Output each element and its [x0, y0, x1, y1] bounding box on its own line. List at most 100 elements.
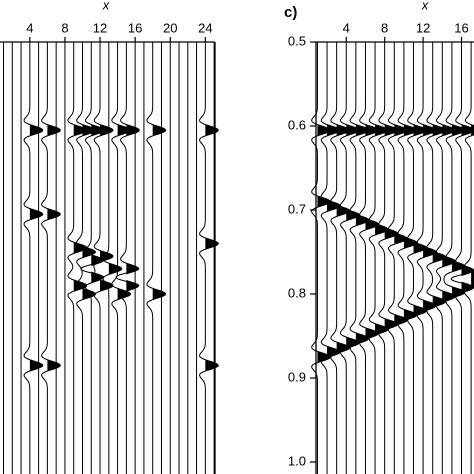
wiggle-peak: [451, 260, 465, 272]
wiggle-peak: [403, 237, 417, 249]
wiggle-peak: [126, 124, 140, 136]
wiggle-peak: [365, 124, 379, 136]
wiggle-peak: [82, 246, 96, 258]
trace: [450, 42, 474, 474]
trace: [67, 42, 88, 474]
trace: [115, 42, 140, 474]
wiggle-peak: [413, 305, 427, 317]
wiggle-peak: [317, 124, 331, 136]
trace: [199, 42, 219, 474]
wiggle-peak: [117, 288, 131, 300]
wiggle-peak: [152, 124, 166, 136]
trace: [368, 42, 389, 474]
wiggle-peak: [442, 124, 456, 136]
wiggle-peak: [336, 342, 350, 354]
wiggle-peak: [336, 124, 350, 136]
trace: [320, 42, 341, 474]
trace: [311, 42, 332, 474]
x-tick-label: 16: [454, 20, 468, 35]
wiggle-peak: [423, 124, 437, 136]
wiggle-peak: [327, 124, 341, 136]
wiggle-peak: [327, 346, 341, 358]
x-tick-label: 8: [381, 20, 388, 35]
wiggle-peak: [471, 277, 474, 289]
wiggle-peak: [384, 227, 398, 240]
wiggle-peak: [117, 124, 131, 136]
wiggle-peak: [82, 124, 96, 136]
wiggle-peak: [365, 218, 379, 230]
wiggle-peak: [73, 279, 87, 292]
wiggle-peak: [100, 250, 114, 262]
wiggle-peak: [108, 263, 122, 275]
wiggle-peak: [403, 124, 417, 136]
panel-label: c): [284, 4, 297, 21]
x-tick-label: 4: [26, 20, 33, 35]
wiggle-peak: [375, 323, 389, 335]
wiggle-peak: [346, 124, 360, 136]
wiggle-peak: [47, 359, 61, 372]
trace: [93, 42, 114, 474]
wiggle-peak: [413, 124, 427, 136]
wiggle-peak: [442, 255, 456, 267]
wiggle-peak: [73, 124, 87, 136]
wiggle-peak: [451, 124, 465, 136]
wiggle-peak: [355, 124, 369, 136]
trace: [407, 42, 428, 474]
wiggle-peak: [394, 314, 408, 326]
trace: [146, 42, 167, 474]
trace: [349, 42, 370, 474]
wiggle-peak: [384, 318, 398, 330]
wiggle-peak: [403, 309, 417, 321]
wiggle-peak: [47, 124, 61, 136]
x-tick-label: 4: [343, 20, 350, 35]
wiggle-peak: [152, 288, 166, 300]
wiggle-peak: [29, 208, 43, 220]
y-tick-label: 0.8: [288, 285, 306, 300]
wiggle-peak: [100, 279, 114, 292]
x-tick-label: 20: [163, 20, 177, 35]
wiggle-peak: [442, 290, 456, 303]
trace: [76, 42, 97, 474]
wiggle-peak: [29, 359, 43, 372]
wiggle-peak: [375, 223, 389, 235]
wiggle-peak: [423, 246, 437, 258]
wiggle-peak: [423, 300, 437, 312]
wiggle-peak: [205, 237, 219, 250]
wiggle-peak: [317, 195, 331, 208]
wiggle-peak: [91, 254, 105, 267]
wiggle-peak: [432, 295, 446, 308]
x-tick-label: 16: [128, 20, 142, 35]
x-axis-label: x: [421, 0, 429, 12]
wiggle-peak: [205, 124, 219, 136]
wiggle-peak: [82, 288, 96, 300]
wiggle-peak: [346, 337, 360, 349]
wiggle-peak: [126, 263, 140, 275]
trace: [23, 42, 44, 474]
wiggle-peak: [432, 124, 446, 136]
x-tick-label: 12: [93, 20, 107, 35]
trace: [387, 42, 408, 474]
wiggle-peak: [126, 279, 140, 292]
wiggle-peak: [432, 251, 446, 263]
y-tick-label: 1.0: [288, 453, 306, 468]
x-tick-label: 8: [61, 20, 68, 35]
wiggle-peak: [73, 242, 87, 254]
wiggle-peak: [327, 200, 341, 212]
wiggle-peak: [384, 124, 398, 136]
y-tick-label: 0.7: [288, 201, 306, 216]
wiggle-peak: [394, 232, 408, 245]
wiggle-peak: [461, 281, 474, 293]
trace: [339, 42, 360, 474]
trace: [463, 42, 474, 474]
wiggle-peak: [100, 124, 114, 136]
x-tick-label: 12: [416, 20, 430, 35]
wiggle-peak: [394, 124, 408, 136]
y-tick-label: 0.9: [288, 369, 306, 384]
x-tick-label: 24: [198, 20, 212, 35]
wiggle-peak: [451, 286, 465, 298]
wiggle-peak: [413, 242, 427, 254]
wiggle-peak: [205, 359, 219, 372]
wiggle-peak: [91, 124, 105, 136]
trace: [416, 42, 437, 474]
